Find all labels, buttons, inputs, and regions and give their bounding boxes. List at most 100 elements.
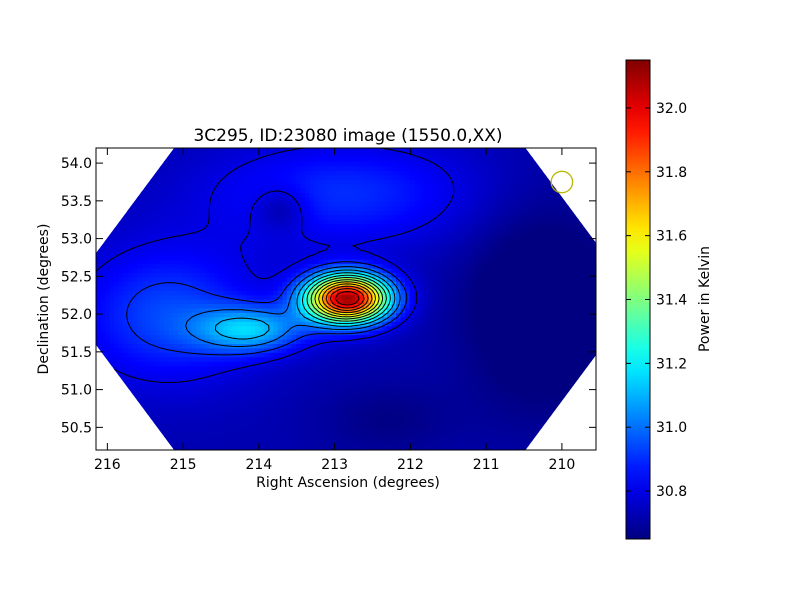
heatmap-cell (509, 361, 515, 367)
heatmap-cell (505, 307, 511, 313)
heatmap-cell (427, 374, 433, 380)
heatmap-cell (200, 321, 206, 327)
heatmap-cell (236, 405, 243, 411)
heatmap-cell (200, 334, 206, 340)
heatmap-cell (482, 361, 488, 367)
heatmap-cell (191, 370, 197, 376)
heatmap-cell (523, 267, 529, 273)
heatmap-cell (114, 374, 120, 380)
heatmap-cell (391, 445, 397, 450)
heatmap-cell (541, 294, 547, 300)
heatmap-cell (323, 427, 329, 433)
heatmap-cell (268, 392, 274, 398)
heatmap-cell (514, 361, 520, 367)
heatmap-cell (409, 347, 415, 353)
heatmap-cell (127, 276, 133, 282)
heatmap-cell (509, 254, 515, 260)
heatmap-cell (186, 325, 193, 331)
heatmap-cell (382, 374, 388, 380)
heatmap-cell (273, 325, 279, 331)
heatmap-cell (391, 432, 397, 438)
heatmap-cell (527, 441, 533, 447)
heatmap-cell (418, 303, 424, 309)
heatmap-cell (291, 423, 297, 429)
heatmap-cell (296, 338, 302, 345)
heatmap-cell (300, 312, 306, 318)
heatmap-cell (209, 259, 215, 265)
heatmap-cell (223, 321, 229, 327)
heatmap-cell (382, 285, 388, 291)
heatmap-cell (486, 436, 493, 442)
heatmap-cell (259, 445, 265, 450)
heatmap-cell (368, 378, 374, 384)
heatmap-cell (146, 303, 152, 309)
heatmap-cell (227, 299, 233, 305)
heatmap-cell (550, 423, 556, 429)
heatmap-cell (500, 361, 506, 367)
heatmap-cell (155, 365, 161, 371)
heatmap-cell (168, 321, 174, 327)
heatmap-cell (273, 378, 279, 384)
heatmap-cell (509, 321, 515, 327)
heatmap-cell (205, 254, 211, 260)
heatmap-cell (264, 365, 270, 371)
heatmap-cell (564, 259, 570, 265)
heatmap-cell (164, 343, 170, 349)
heatmap-cell (291, 432, 297, 438)
heatmap-cell (250, 254, 256, 260)
heatmap-cell (341, 330, 347, 336)
heatmap-cell (141, 392, 147, 398)
heatmap-cell (555, 307, 561, 313)
heatmap-cell (382, 325, 388, 331)
heatmap-cell (246, 276, 252, 282)
heatmap-cell (559, 307, 565, 313)
heatmap-cell (291, 334, 297, 340)
heatmap-cell (546, 427, 552, 433)
heatmap-cell (191, 330, 197, 336)
heatmap-cell (400, 267, 406, 273)
heatmap-cell (459, 365, 465, 371)
heatmap-cell (155, 325, 161, 331)
heatmap-cell (423, 325, 429, 331)
heatmap-cell (232, 303, 238, 309)
heatmap-cell (291, 374, 297, 380)
heatmap-cell (186, 321, 193, 327)
heatmap-cell (382, 378, 388, 384)
heatmap-cell (177, 343, 183, 349)
heatmap-cell (100, 370, 106, 376)
heatmap-cell (550, 432, 556, 438)
heatmap-cell (182, 370, 188, 376)
heatmap-cell (141, 441, 147, 447)
heatmap-cell (341, 378, 347, 384)
heatmap-cell (218, 423, 224, 429)
heatmap-cell (559, 263, 565, 269)
heatmap-cell (536, 267, 543, 273)
heatmap-cell (196, 387, 202, 393)
heatmap-cell (305, 396, 311, 402)
heatmap-cell (123, 427, 129, 433)
heatmap-cell (100, 338, 106, 345)
heatmap-cell (568, 250, 574, 256)
heatmap-cell (559, 294, 565, 300)
heatmap-cell (523, 436, 529, 442)
heatmap-cell (536, 432, 543, 438)
heatmap-cell (191, 334, 197, 340)
heatmap-cell (546, 432, 552, 438)
heatmap-cell (155, 254, 161, 260)
heatmap-cell (377, 445, 383, 450)
heatmap-cell (236, 410, 243, 416)
heatmap-cell (191, 250, 197, 256)
heatmap-cell (205, 414, 211, 420)
heatmap-cell (441, 418, 447, 424)
heatmap-cell (191, 245, 197, 251)
heatmap-cell (300, 401, 306, 407)
heatmap-cell (350, 405, 356, 411)
heatmap-cell (409, 410, 415, 416)
heatmap-cell (232, 427, 238, 433)
heatmap-cell (314, 294, 320, 300)
heatmap-cell (186, 294, 193, 300)
heatmap-cell (546, 423, 552, 429)
heatmap-cell (191, 294, 197, 300)
heatmap-cell (223, 405, 229, 411)
heatmap-cell (205, 410, 211, 416)
